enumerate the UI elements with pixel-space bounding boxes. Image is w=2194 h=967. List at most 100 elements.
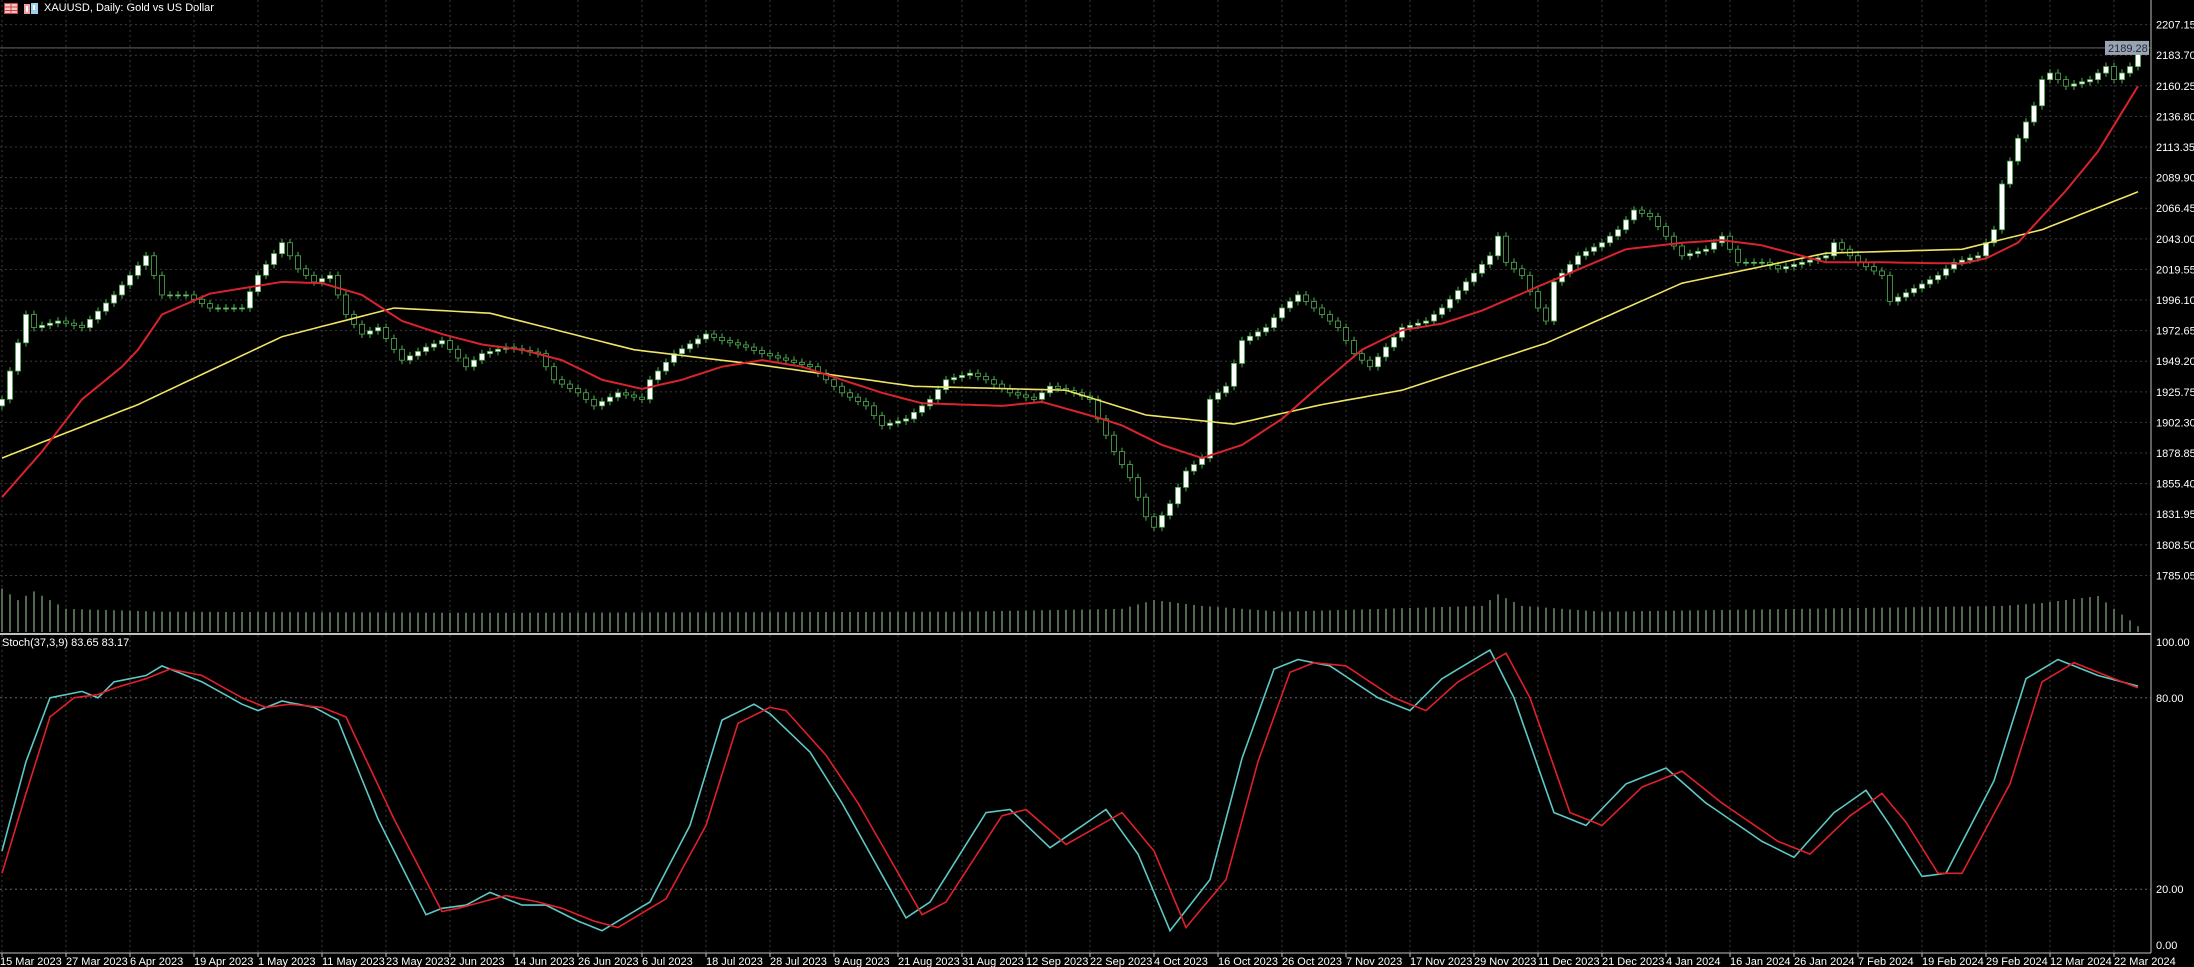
candle-body bbox=[2071, 83, 2077, 87]
candle bbox=[47, 319, 53, 330]
candle bbox=[1119, 447, 1125, 469]
candle bbox=[2047, 69, 2053, 84]
stochastic-label: Stoch(37,3,9) 83.65 83.17 bbox=[2, 637, 130, 649]
candle-body bbox=[1255, 331, 1261, 337]
candle-body bbox=[1999, 183, 2005, 231]
candle-body bbox=[1207, 398, 1213, 459]
candle-body bbox=[255, 274, 261, 293]
candle-body bbox=[1823, 255, 1829, 259]
candle-body bbox=[1599, 242, 1605, 248]
candle-body bbox=[1351, 340, 1357, 355]
candle-body bbox=[799, 361, 805, 365]
candle bbox=[1167, 499, 1173, 520]
candle bbox=[543, 349, 549, 371]
candle bbox=[615, 388, 621, 402]
candle bbox=[1919, 280, 1925, 293]
candle bbox=[1263, 323, 1269, 336]
candle-body bbox=[591, 398, 597, 407]
date-tick-label: 28 Jul 2023 bbox=[770, 956, 827, 967]
candle-body bbox=[751, 346, 757, 351]
candle-body bbox=[383, 327, 389, 339]
candle-body bbox=[1303, 294, 1309, 302]
candle-body bbox=[479, 353, 485, 361]
candle bbox=[1479, 260, 1485, 278]
candle-body bbox=[943, 379, 949, 390]
candle-body bbox=[231, 307, 237, 310]
candle bbox=[1679, 242, 1685, 260]
candle bbox=[1055, 382, 1061, 393]
candle-body bbox=[679, 348, 685, 355]
candle bbox=[1399, 323, 1405, 342]
candle bbox=[263, 260, 269, 280]
candle-body bbox=[1895, 296, 1901, 302]
candle bbox=[247, 287, 253, 312]
candle bbox=[447, 336, 453, 354]
candle-body bbox=[1455, 290, 1461, 300]
candle bbox=[1007, 384, 1013, 397]
candle-body bbox=[1439, 307, 1445, 315]
candle bbox=[695, 335, 701, 348]
candle bbox=[1911, 284, 1917, 297]
candle bbox=[591, 395, 597, 410]
candle-body bbox=[335, 274, 341, 296]
date-tick-label: 26 Jan 2024 bbox=[1794, 956, 1855, 967]
candle bbox=[1111, 431, 1117, 456]
candle bbox=[1447, 295, 1453, 312]
candle-body bbox=[1367, 359, 1373, 368]
candle bbox=[1583, 247, 1589, 260]
candle bbox=[2015, 134, 2021, 166]
candle bbox=[703, 330, 709, 343]
candle-body bbox=[47, 322, 53, 326]
candle bbox=[751, 343, 757, 355]
candle bbox=[1623, 215, 1629, 234]
candle-body bbox=[1431, 314, 1437, 322]
candle bbox=[2055, 69, 2061, 84]
candle-body bbox=[15, 342, 21, 372]
candle-body bbox=[1263, 327, 1269, 333]
candle bbox=[359, 320, 365, 338]
candle bbox=[2087, 75, 2093, 86]
price-tick-label: 1972.65 bbox=[2156, 326, 2194, 338]
candle bbox=[1199, 454, 1205, 469]
candle-body bbox=[407, 355, 413, 361]
candle bbox=[2071, 80, 2077, 91]
candle-body bbox=[1551, 281, 1557, 322]
candle-body bbox=[1023, 394, 1029, 398]
candle bbox=[983, 372, 989, 384]
candle-body bbox=[2063, 79, 2069, 87]
candle bbox=[1319, 304, 1325, 319]
candle-body bbox=[399, 348, 405, 361]
candle bbox=[847, 388, 853, 402]
candle-body bbox=[1039, 392, 1045, 400]
candle bbox=[687, 339, 693, 353]
candle-body bbox=[1215, 392, 1221, 400]
candle-body bbox=[1407, 324, 1413, 328]
candle-body bbox=[1231, 363, 1237, 387]
candle bbox=[87, 315, 93, 332]
candle-body bbox=[1479, 264, 1485, 274]
candle bbox=[111, 291, 117, 308]
price-tick-label: 2207.15 bbox=[2156, 20, 2194, 32]
candle-body bbox=[671, 353, 677, 363]
candle bbox=[1551, 277, 1557, 325]
date-tick-label: 6 Apr 2023 bbox=[130, 956, 183, 967]
candle bbox=[919, 401, 925, 417]
table-icon[interactable] bbox=[4, 2, 18, 14]
candle-body bbox=[1623, 219, 1629, 231]
candle bbox=[119, 281, 125, 299]
candle-body bbox=[495, 348, 501, 352]
candle-body bbox=[1511, 261, 1517, 270]
candle bbox=[399, 345, 405, 365]
candle-body bbox=[1239, 340, 1245, 364]
date-tick-label: 6 Jul 2023 bbox=[642, 956, 693, 967]
candle-body bbox=[895, 420, 901, 424]
chart-type-icon[interactable] bbox=[24, 2, 38, 14]
candle-body bbox=[1743, 261, 1749, 264]
candle-body bbox=[39, 324, 45, 328]
stoch-main-line bbox=[1, 648, 2139, 933]
candle bbox=[1359, 349, 1365, 365]
candle bbox=[327, 271, 333, 283]
candle-body bbox=[1295, 294, 1301, 302]
candle-body bbox=[1927, 279, 1933, 285]
